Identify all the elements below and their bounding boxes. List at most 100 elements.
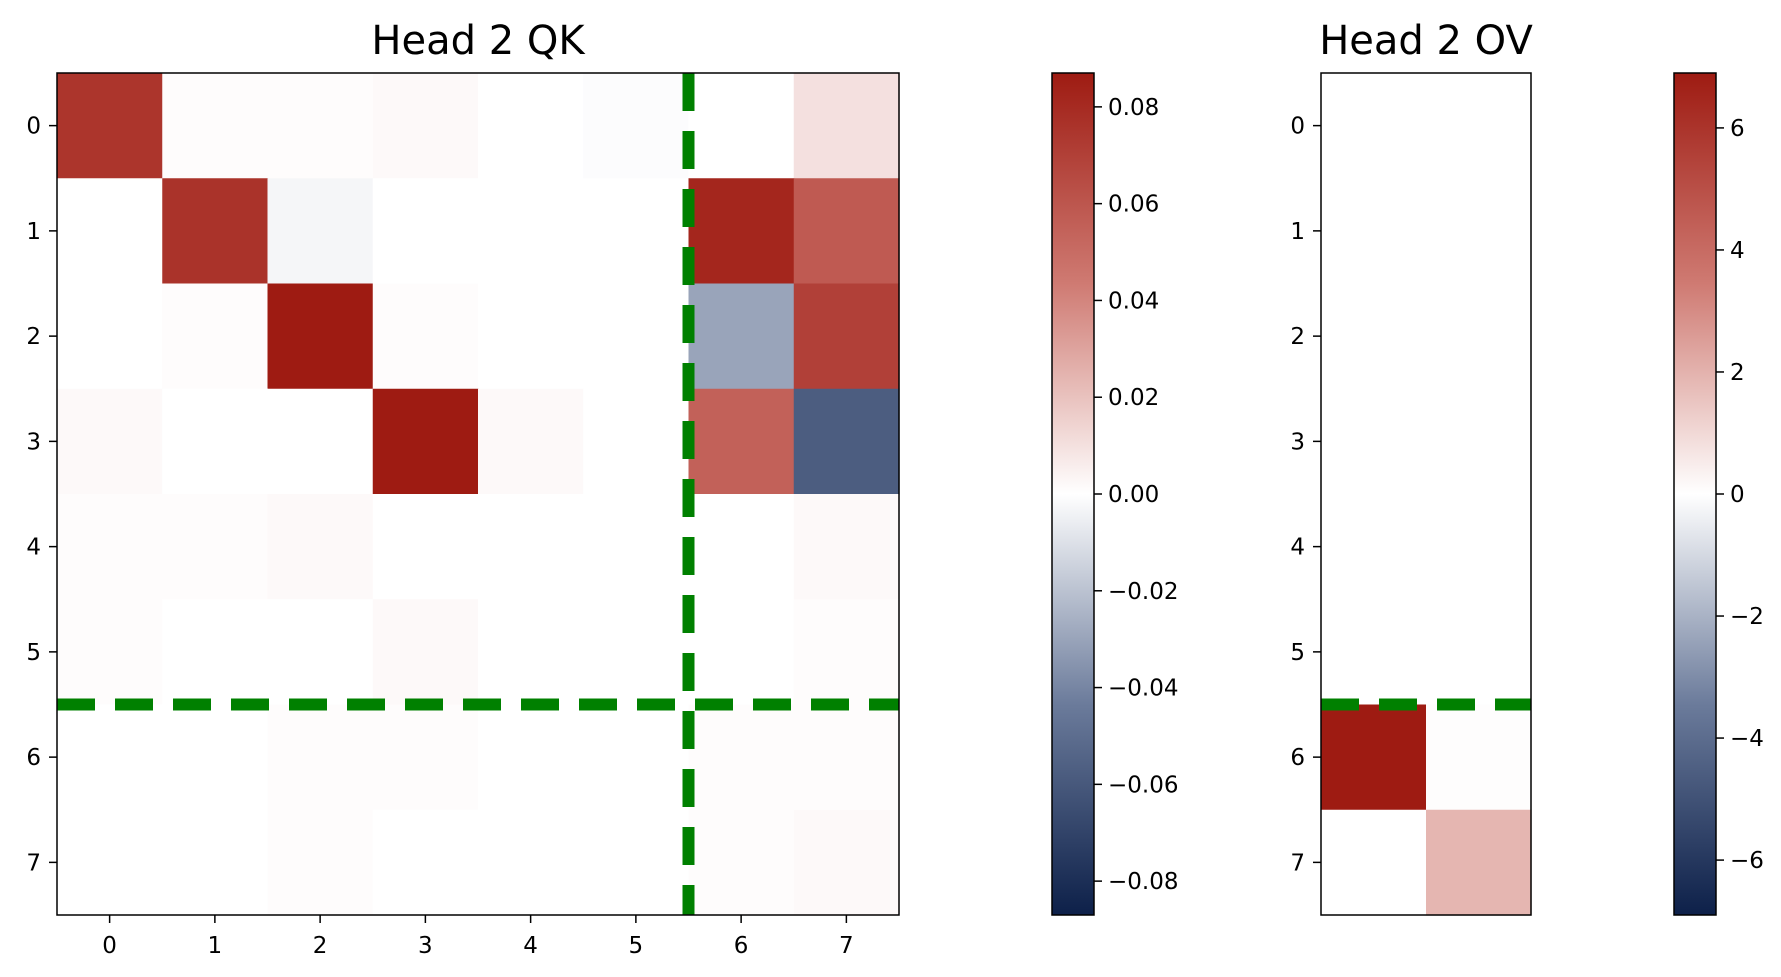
colorbar-tick-label: −0.02 [1108, 579, 1178, 605]
qk-dashed-lines [57, 73, 899, 915]
heatmap-cell-r6-c2 [267, 704, 374, 811]
heatmap-cell-r7-c5 [583, 809, 690, 916]
colorbar-tick-label: −0.06 [1108, 772, 1178, 798]
heatmap-cell-r1-c5 [583, 178, 690, 285]
colorbar-tick-label: 6 [1730, 116, 1745, 142]
heatmap-cell-r2-c0 [57, 283, 163, 390]
heatmap-cell-r5-c2 [267, 599, 374, 706]
x-tick-label: 5 [629, 933, 644, 959]
heatmap-cell-r1-c0 [57, 178, 163, 285]
heatmap-cell-r6-c0 [1321, 704, 1427, 811]
heatmap-cell-r1-c3 [372, 178, 479, 285]
heatmap-cell-r0-c5 [583, 73, 690, 179]
heatmap-cell-r4-c3 [372, 494, 479, 600]
heatmap-cell-r3-c4 [478, 388, 584, 495]
heatmap-cell-r2-c1 [162, 283, 269, 390]
colorbar-tick-label: 4 [1730, 238, 1745, 264]
heatmap-cell-r1-c6 [688, 178, 795, 285]
qk-frame [56, 72, 900, 916]
x-tick-label: 7 [839, 933, 854, 959]
y-tick-label: 1 [1290, 219, 1305, 245]
y-tick-label: 7 [26, 850, 41, 876]
y-tick-label: 3 [1290, 429, 1305, 455]
heatmap-cell-r7-c6 [688, 809, 795, 916]
y-tick-label: 2 [1290, 324, 1305, 350]
colorbar-tick-label: −6 [1730, 848, 1764, 874]
heatmap-cell-r2-c7 [793, 283, 900, 390]
qk-colorbar-gradient [1051, 72, 1095, 916]
y-tick-label: 5 [26, 640, 41, 666]
heatmap-cell-r3-c3 [372, 388, 479, 495]
heatmap-cell-r1-c0 [1321, 178, 1427, 285]
heatmap-cell-r0-c1 [162, 73, 269, 179]
y-tick-label: 6 [1290, 745, 1305, 771]
heatmap-cell-r7-c0 [57, 809, 163, 916]
ov-y-axis: 0 1 2 3 4 5 6 7 [1290, 114, 1321, 876]
x-tick-label: 0 [102, 933, 117, 959]
x-tick-label: 3 [418, 933, 433, 959]
y-tick-label: 2 [26, 324, 41, 350]
qk-cells [57, 73, 900, 916]
heatmap-cell-r0-c0 [1321, 73, 1427, 179]
heatmap-cell-r3-c7 [793, 388, 900, 495]
y-tick-label: 5 [1290, 640, 1305, 666]
y-tick-label: 7 [1290, 850, 1305, 876]
qk-y-axis: 0 1 2 3 4 5 6 7 [26, 114, 57, 876]
colorbar-tick-label: 0.08 [1108, 95, 1159, 121]
y-tick-label: 4 [26, 535, 41, 561]
ov-cells [1321, 73, 1532, 916]
heatmap-cell-r3-c0 [1321, 388, 1427, 495]
x-tick-label: 1 [208, 933, 223, 959]
heatmap-cell-r6-c0 [57, 704, 163, 811]
heatmap-cell-r0-c7 [793, 73, 900, 179]
x-tick-label: 2 [313, 933, 328, 959]
heatmap-cell-r2-c0 [1321, 283, 1427, 390]
heatmap-cell-r4-c4 [478, 494, 584, 600]
ov-frame [1320, 72, 1532, 916]
heatmap-cell-r6-c6 [688, 704, 795, 811]
heatmap-cell-r6-c3 [372, 704, 479, 811]
heatmap-cell-r0-c2 [267, 73, 374, 179]
heatmap-cell-r4-c5 [583, 494, 690, 600]
heatmap-cell-r0-c4 [478, 73, 584, 179]
heatmap-cell-r5-c3 [372, 599, 479, 706]
heatmap-cell-r1-c1 [1426, 178, 1532, 285]
heatmap-cell-r5-c4 [478, 599, 584, 706]
colorbar-tick-label: −0.08 [1108, 869, 1178, 895]
heatmap-cell-r2-c1 [1426, 283, 1532, 390]
y-tick-label: 0 [26, 114, 41, 140]
heatmap-cell-r7-c4 [478, 809, 584, 916]
colorbar-tick-label: −2 [1730, 604, 1764, 630]
heatmap-cell-r2-c3 [372, 283, 479, 390]
colorbar-tick-label: 0.00 [1108, 482, 1159, 508]
heatmap-cell-r6-c1 [1426, 704, 1532, 811]
qk-title: Head 2 QK [371, 18, 586, 64]
heatmap-cell-r7-c7 [793, 809, 900, 916]
heatmap-cell-r2-c2 [267, 283, 374, 390]
heatmap-cell-r4-c7 [793, 494, 900, 600]
ov-title: Head 2 OV [1319, 18, 1533, 64]
qk-colorbar: 0.08 0.06 0.04 0.02 0.00 −0.02 −0.04 −0.06 −0.08 [1051, 72, 1178, 916]
qk-x-axis: 0 1 2 3 4 5 6 7 [102, 915, 854, 959]
heatmap-cell-r0-c3 [372, 73, 479, 179]
y-tick-label: 0 [1290, 114, 1305, 140]
heatmap-cell-r7-c1 [1426, 809, 1532, 916]
heatmap-cell-r1-c7 [793, 178, 900, 285]
y-tick-label: 6 [26, 745, 41, 771]
colorbar-tick-label: 0 [1730, 482, 1745, 508]
ov-colorbar-ticks: 6 4 2 0 −2 −4 −6 [1716, 116, 1764, 874]
heatmap-cell-r0-c1 [1426, 73, 1532, 179]
heatmap-cell-r3-c2 [267, 388, 374, 495]
heatmap-cell-r5-c6 [688, 599, 795, 706]
heatmap-cell-r5-c5 [583, 599, 690, 706]
y-tick-label: 3 [26, 429, 41, 455]
colorbar-tick-label: −4 [1730, 726, 1764, 752]
heatmap-cell-r4-c0 [1321, 494, 1427, 600]
heatmap-cell-r5-c7 [793, 599, 900, 706]
heatmap-cell-r1-c1 [162, 178, 269, 285]
heatmap-cell-r3-c6 [688, 388, 795, 495]
x-tick-label: 4 [523, 933, 538, 959]
heatmap-cell-r2-c4 [478, 283, 584, 390]
heatmap-cell-r3-c5 [583, 388, 690, 495]
